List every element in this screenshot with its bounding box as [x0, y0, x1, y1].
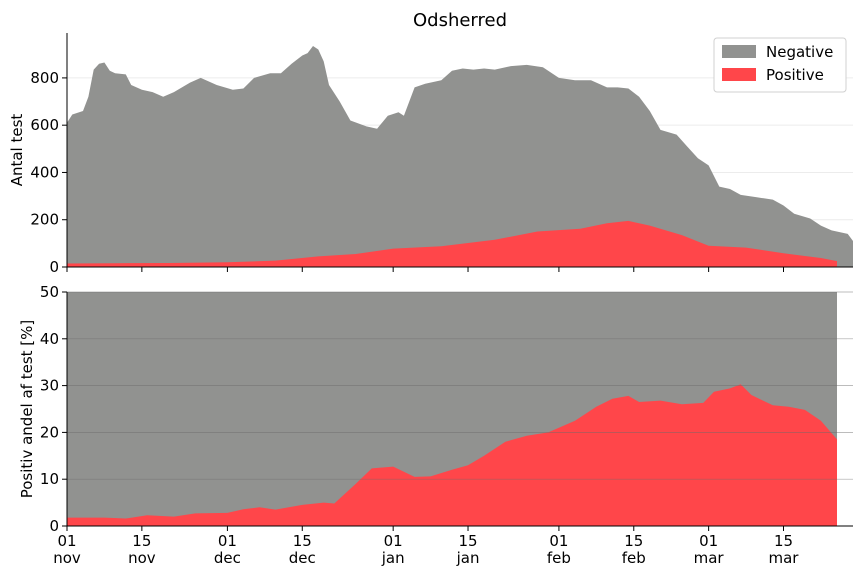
- top-y-tick-label: 800: [30, 69, 59, 87]
- top-y-tick-label: 200: [30, 211, 59, 229]
- x-tick-month-label: mar: [694, 549, 725, 567]
- bottom-y-tick-label: 40: [40, 330, 59, 348]
- x-tick-month-label: jan: [456, 549, 480, 567]
- x-tick-day-label: 15: [624, 532, 643, 550]
- bottom-y-tick-label: 30: [40, 377, 59, 395]
- x-tick-day-label: 15: [774, 532, 793, 550]
- x-tick-month-label: jan: [381, 549, 405, 567]
- x-tick-month-label: dec: [214, 549, 241, 567]
- top-y-tick-label: 0: [49, 258, 59, 276]
- x-tick-month-label: nov: [128, 549, 156, 567]
- area-negative-top: [67, 46, 853, 267]
- x-tick-month-label: feb: [547, 549, 571, 567]
- bottom-y-axis-label: Positiv andel af test [%]: [18, 320, 36, 499]
- bottom-y-tick-label: 10: [40, 470, 59, 488]
- legend-label-negative: Negative: [766, 43, 833, 61]
- x-tick-month-label: mar: [768, 549, 799, 567]
- x-tick-day-label: 15: [132, 532, 151, 550]
- chart-title: Odsherred: [413, 10, 507, 31]
- area-positive-top: [67, 220, 837, 267]
- x-tick-day-label: 01: [384, 532, 403, 550]
- legend-label-positive: Positive: [766, 66, 824, 84]
- bottom-y-tick-label: 20: [40, 423, 59, 441]
- legend: Negative Positive: [713, 37, 847, 93]
- top-panel: 0 200 400 600 800 Antal test: [8, 33, 853, 276]
- x-tick-month-label: dec: [289, 549, 316, 567]
- x-tick-month-label: nov: [53, 549, 81, 567]
- x-tick-day-label: 01: [57, 532, 76, 550]
- x-tick-day-label: 15: [293, 532, 312, 550]
- bottom-y-tick-label: 50: [40, 283, 59, 301]
- x-tick-day-label: 01: [549, 532, 568, 550]
- area-positive-bottom: [67, 384, 837, 526]
- x-tick-day-label: 01: [699, 532, 718, 550]
- x-tick-day-label: 15: [458, 532, 477, 550]
- top-y-tick-label: 400: [30, 163, 59, 181]
- x-tick-month-label: feb: [622, 549, 646, 567]
- top-y-tick-label: 600: [30, 116, 59, 134]
- bottom-y-tick-label: 0: [49, 517, 59, 535]
- x-tick-day-label: 01: [218, 532, 237, 550]
- top-y-axis-label: Antal test: [8, 114, 26, 187]
- legend-swatch-positive: [722, 68, 756, 81]
- legend-swatch-negative: [722, 45, 756, 58]
